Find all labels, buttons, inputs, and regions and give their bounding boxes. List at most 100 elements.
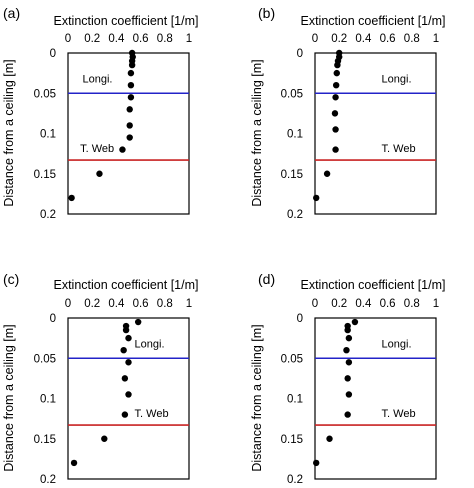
- x-tick-label: 1: [433, 298, 439, 310]
- x-axis-label: Extinction coefficient [1/m]: [301, 278, 446, 292]
- data-point: [134, 318, 142, 326]
- data-point: [120, 347, 127, 354]
- data-point: [121, 375, 129, 382]
- x-tick-label: 0: [65, 33, 71, 45]
- data-point: [345, 359, 353, 366]
- plot-frame: [314, 52, 437, 215]
- x-tick-label: 0.4: [355, 298, 372, 310]
- plot-frame: [314, 317, 437, 480]
- y-axis-label: Distance from a ceiling [m]: [2, 59, 16, 206]
- x-tick-label: 0.8: [404, 298, 420, 310]
- y-axis-label: Distance from a ceiling [m]: [250, 59, 264, 206]
- panel-letter: (b): [258, 5, 275, 21]
- y-axis-label: Distance from a ceiling [m]: [250, 324, 264, 471]
- x-tick-label: 1: [433, 33, 439, 45]
- x-tick-label: 0: [312, 298, 318, 310]
- longi-label: Longi.: [382, 73, 412, 85]
- x-tick-label: 0.2: [84, 33, 100, 45]
- x-tick-label: 1: [186, 33, 192, 45]
- data-point: [126, 122, 133, 129]
- data-point: [119, 146, 126, 153]
- data-point: [344, 411, 351, 418]
- data-point: [68, 194, 75, 202]
- x-tick-label: 0: [312, 33, 318, 45]
- data-point: [345, 391, 353, 398]
- y-tick-label: 0: [297, 313, 303, 325]
- tweb-label: T. Web: [382, 408, 416, 420]
- x-tick-label: 0.8: [157, 298, 173, 310]
- data-point: [127, 82, 135, 89]
- x-tick-label: 0.2: [331, 298, 347, 310]
- y-tick-label: 0.2: [287, 209, 303, 221]
- y-tick-label: 0.2: [40, 209, 56, 221]
- data-point: [96, 170, 103, 177]
- data-point: [332, 126, 339, 133]
- y-tick-label: 0: [50, 48, 56, 60]
- y-axis-label: Distance from a ceiling [m]: [2, 324, 16, 471]
- y-tick-label: 0.1: [287, 129, 303, 141]
- y-tick-label: 0.15: [281, 434, 303, 446]
- data-point: [126, 134, 133, 141]
- data-point: [323, 170, 331, 177]
- data-point: [70, 459, 78, 467]
- panel-letter: (a): [3, 5, 20, 21]
- tweb-label: T. Web: [80, 143, 114, 155]
- y-tick-label: 0.1: [40, 129, 56, 141]
- data-point: [343, 347, 350, 354]
- x-tick-label: 0.2: [331, 33, 347, 45]
- longi-label: Longi.: [83, 73, 113, 85]
- y-tick-label: 0.2: [40, 474, 56, 486]
- x-tick-label: 0.6: [133, 33, 149, 45]
- x-tick-label: 0.4: [108, 33, 125, 45]
- panel-letter: (c): [3, 271, 19, 287]
- y-tick-label: 0.1: [40, 394, 56, 406]
- plot-frame: [67, 52, 190, 215]
- x-tick-label: 0.8: [157, 33, 173, 45]
- x-tick-label: 0.2: [84, 298, 100, 310]
- data-point: [351, 318, 359, 326]
- data-point: [333, 69, 340, 77]
- longi-label: Longi.: [382, 338, 412, 350]
- x-tick-label: 0.8: [404, 33, 420, 45]
- data-point: [345, 334, 353, 342]
- data-point: [101, 435, 108, 442]
- x-tick-label: 0.4: [355, 33, 372, 45]
- data-point: [313, 459, 320, 467]
- x-tick-label: 1: [186, 298, 192, 310]
- data-point: [121, 411, 129, 418]
- y-tick-label: 0.05: [281, 88, 303, 100]
- y-tick-label: 0: [50, 313, 56, 325]
- plot-frame: [67, 317, 190, 480]
- x-tick-label: 0.6: [380, 298, 396, 310]
- y-tick-label: 0.05: [34, 88, 56, 100]
- y-tick-label: 0.05: [281, 353, 303, 365]
- y-tick-label: 0: [297, 48, 303, 60]
- y-tick-label: 0.15: [34, 169, 56, 181]
- data-point: [125, 391, 132, 398]
- data-point: [313, 194, 320, 202]
- chart-panel-2: (b) Extinction coefficient [1/m] Distance …: [250, 5, 445, 221]
- chart-panel-4: (d) Extinction coefficient [1/m] Distance …: [250, 271, 445, 486]
- data-point: [332, 146, 339, 153]
- data-point: [125, 334, 132, 342]
- chart-panel-3: (c) Extinction coefficient [1/m] Distance …: [2, 271, 198, 486]
- x-axis-label: Extinction coefficient [1/m]: [301, 14, 446, 28]
- data-point: [332, 82, 340, 89]
- tweb-label: T. Web: [382, 143, 416, 155]
- tweb-label: T. Web: [135, 408, 169, 420]
- data-point: [331, 110, 339, 117]
- data-point: [334, 61, 341, 69]
- data-point: [122, 326, 130, 334]
- x-tick-label: 0.6: [380, 33, 396, 45]
- panel-letter: (d): [258, 271, 275, 287]
- data-point: [332, 94, 339, 101]
- chart-panel-1: (a) Extinction coefficient [1/m] Distance …: [2, 5, 198, 221]
- x-tick-label: 0.4: [108, 298, 125, 310]
- data-point: [128, 61, 136, 69]
- y-tick-label: 0.1: [287, 394, 303, 406]
- data-point: [127, 69, 135, 77]
- y-tick-label: 0.2: [287, 474, 303, 486]
- x-tick-label: 0.6: [133, 298, 149, 310]
- data-point: [344, 326, 351, 334]
